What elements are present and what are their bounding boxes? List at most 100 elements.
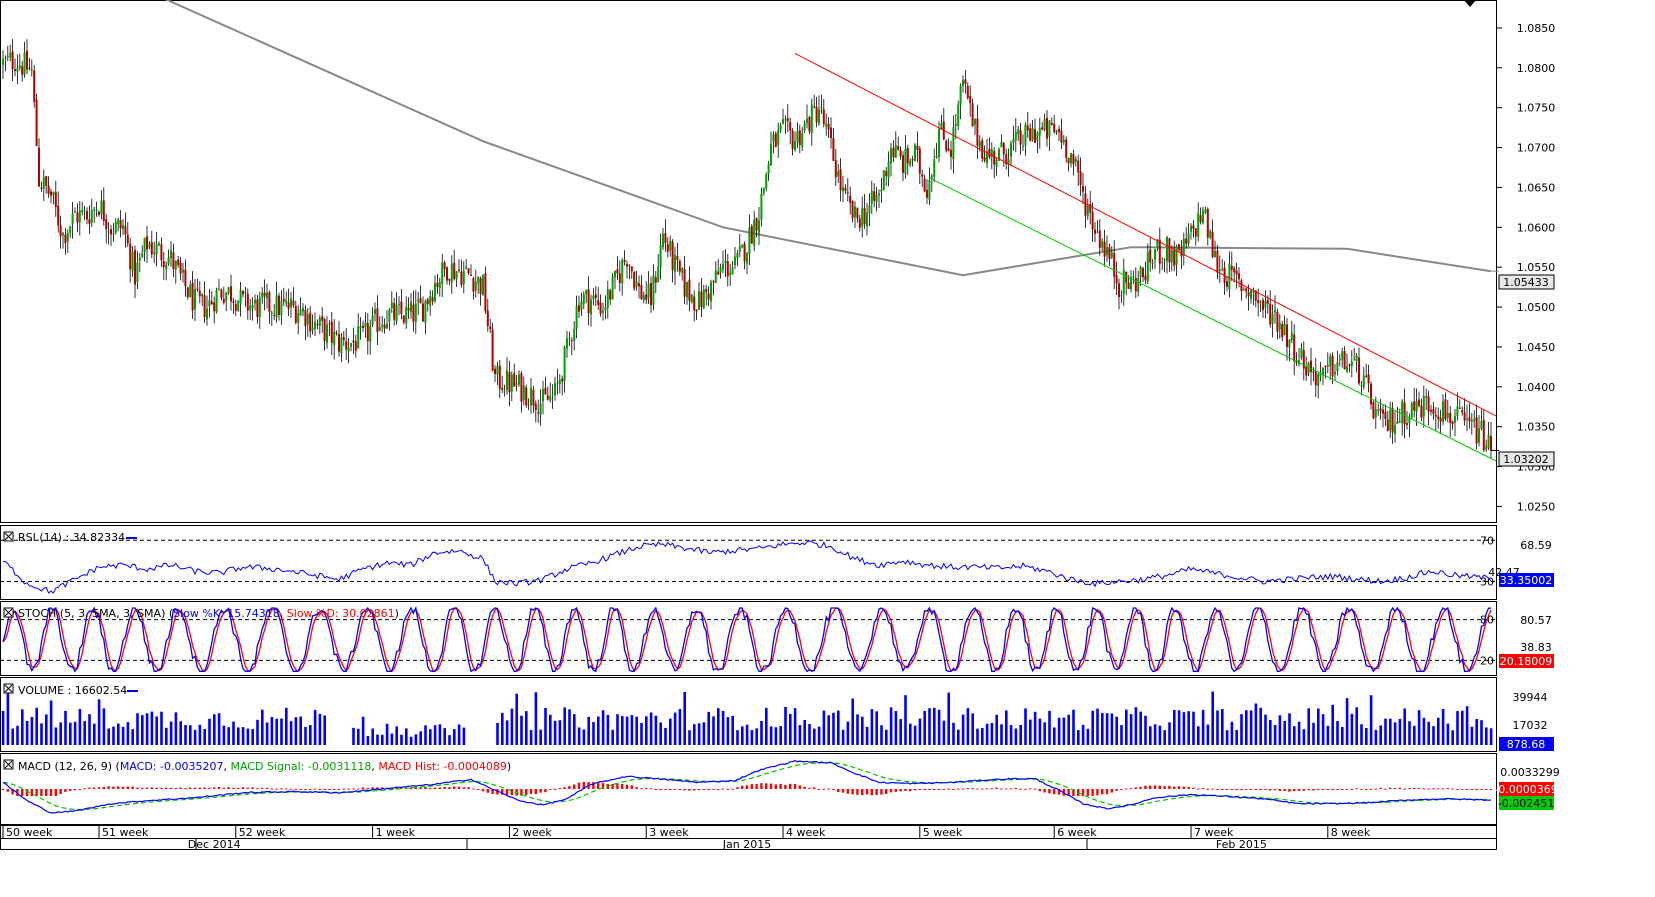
week-label: 6 week xyxy=(1057,826,1097,839)
volume-bar xyxy=(520,715,523,745)
week-label: 2 week xyxy=(512,826,552,839)
candle-body xyxy=(50,191,52,196)
candle-body xyxy=(714,270,717,284)
candle-body xyxy=(604,307,607,311)
volume-bar xyxy=(78,708,82,745)
candle-body xyxy=(513,373,516,387)
candle-body xyxy=(810,104,813,133)
rsi-close-icon[interactable] xyxy=(3,531,14,542)
macd-hist-bar xyxy=(1293,789,1296,792)
candle-body xyxy=(1422,395,1425,417)
volume-bar xyxy=(928,708,931,745)
candle-body xyxy=(1048,120,1051,137)
candle-body xyxy=(558,379,561,385)
volume-bar xyxy=(1456,711,1459,745)
candle-body xyxy=(11,51,14,69)
candle-body xyxy=(1067,157,1070,163)
macd-hist-bar xyxy=(112,786,115,789)
candle-body xyxy=(1089,203,1092,213)
volume-bar xyxy=(1235,729,1238,745)
volume-bar xyxy=(1182,712,1186,745)
macd-hist-bar xyxy=(1446,788,1449,790)
macd-scale-upper: 0.0033299 xyxy=(1500,766,1560,779)
volume-bar xyxy=(1350,713,1354,745)
stochastic-close-icon[interactable] xyxy=(3,607,14,618)
candle-body xyxy=(426,299,429,304)
macd-hist-bar xyxy=(1389,787,1392,789)
volume-bar xyxy=(798,725,802,745)
candle-body xyxy=(880,189,883,192)
volume-close-icon[interactable] xyxy=(3,683,14,694)
candle-body xyxy=(724,260,727,264)
macd-hist-bar xyxy=(318,789,321,790)
candle-body xyxy=(429,295,432,306)
candle-body xyxy=(875,195,878,202)
volume-bar xyxy=(1120,725,1123,745)
macd-hist-bar xyxy=(683,789,686,791)
candle-body xyxy=(1014,131,1017,141)
volume-bar xyxy=(1269,719,1272,745)
volume-bar xyxy=(933,707,936,745)
candle-body xyxy=(299,309,302,316)
candle-body xyxy=(52,191,55,196)
macd-hist-bar xyxy=(93,787,96,789)
macd-hist-bar xyxy=(1125,788,1128,790)
macd-close-icon[interactable] xyxy=(3,759,14,770)
candle-body xyxy=(683,269,686,297)
candle-body xyxy=(350,342,352,347)
candle-body xyxy=(976,118,979,146)
macd-hist-bar xyxy=(1331,789,1334,790)
candle-body xyxy=(1293,334,1296,362)
macd-hist-bar xyxy=(563,787,566,789)
candle-body xyxy=(628,264,631,266)
volume-bar xyxy=(1105,713,1109,745)
volume-bar xyxy=(414,734,418,745)
candle-body xyxy=(1331,355,1334,377)
macd-separator-1: , xyxy=(223,760,230,773)
volume-bar xyxy=(265,722,269,745)
candle-body xyxy=(1156,239,1159,249)
candle-body xyxy=(1221,269,1224,271)
candle-body xyxy=(494,368,496,374)
volume-bar xyxy=(1096,708,1099,745)
candle-body xyxy=(362,325,364,328)
macd-signal-current-box xyxy=(1499,796,1554,810)
volume-bar xyxy=(990,723,994,745)
candle-body xyxy=(311,327,314,331)
stochastic-separator: , xyxy=(280,607,287,620)
scroll-marker-icon[interactable] xyxy=(1464,0,1476,7)
candle-body xyxy=(62,233,64,236)
week-label: 8 week xyxy=(1331,826,1371,839)
candle-body xyxy=(866,212,868,227)
candle-body xyxy=(1214,251,1216,258)
candle-body xyxy=(854,206,856,218)
candle-body xyxy=(458,269,460,271)
candle-body xyxy=(1127,282,1130,289)
macd-hist-bar xyxy=(256,788,259,790)
candle-body xyxy=(933,159,936,177)
macd-hist-bar xyxy=(429,788,432,790)
macd-hist-bar xyxy=(774,784,777,789)
macd-hist-bar xyxy=(1312,789,1315,791)
candle-body xyxy=(539,403,542,415)
macd-header: MACD (12, 26, 9) (MACD: -0.0035207, MACD… xyxy=(18,760,511,773)
candle-body xyxy=(381,324,384,327)
volume-bar xyxy=(846,721,850,745)
volume-bar xyxy=(865,726,869,745)
macd-hist-bar xyxy=(1288,789,1291,792)
candle-body xyxy=(1046,117,1048,139)
candle-body xyxy=(940,123,943,130)
volume-bar xyxy=(1278,715,1282,745)
candle-body xyxy=(827,123,830,130)
volume-bar xyxy=(64,710,67,745)
volume-bar xyxy=(1259,707,1262,745)
volume-bar xyxy=(501,712,504,745)
slow-d-label: Slow %D: 30.02861 xyxy=(287,607,395,620)
volume-bar xyxy=(510,708,514,745)
macd-hist-bar xyxy=(1019,788,1022,790)
volume-bar xyxy=(563,707,566,745)
candle-body xyxy=(606,289,609,308)
macd-hist-bar xyxy=(1139,786,1142,789)
volume-header: VOLUME : 16602.54 xyxy=(18,684,127,697)
candle-body xyxy=(364,322,367,328)
